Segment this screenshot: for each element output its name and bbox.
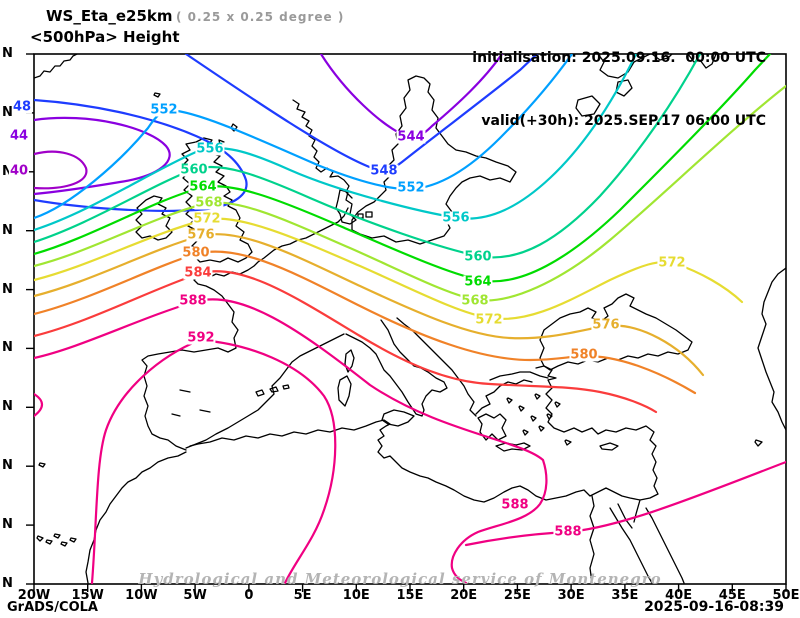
contour-label-552: 552	[396, 180, 426, 196]
contour-540	[34, 150, 88, 190]
contour-label-564: 564	[188, 179, 218, 195]
contour-label-564: 564	[463, 274, 493, 290]
lon-label-20W: 20W	[17, 588, 51, 603]
contour-label-44: 44	[8, 128, 30, 144]
lat-label-3: N	[2, 222, 13, 238]
lon-label-50E: 50E	[772, 588, 800, 603]
contour-556	[34, 54, 638, 232]
lon-label-15E: 15E	[396, 588, 424, 603]
contour-label-572: 572	[192, 211, 222, 227]
contour-label-592: 592	[186, 330, 216, 346]
contour-label-568: 568	[460, 293, 490, 309]
contour-label-40: 40	[8, 163, 30, 179]
contour-label-544: 544	[396, 129, 426, 145]
contour-label-552: 552	[149, 102, 179, 118]
contour-592-edge	[34, 392, 44, 418]
init-time: initialisation: 2025.09.16. 00:00 UTC	[472, 50, 766, 66]
lat-label-2: N	[2, 163, 13, 179]
contour-label-560: 560	[463, 249, 493, 265]
contour-label-588: 588	[500, 497, 530, 513]
watermark: Hydrological and Meteorological service …	[138, 570, 662, 588]
lon-label-10E: 10E	[342, 588, 370, 603]
contour-544-low	[34, 116, 171, 196]
lat-label-1: N	[2, 104, 13, 120]
contour-label-584: 584	[183, 265, 213, 281]
lat-label-8: N	[2, 516, 13, 532]
lon-label-35E: 35E	[611, 588, 639, 603]
coastlines	[34, 54, 786, 584]
contour-label-580: 580	[569, 347, 599, 363]
contour-label-572: 572	[474, 312, 504, 328]
contour-label-580: 580	[181, 245, 211, 261]
contour-label-556: 556	[441, 210, 471, 226]
lat-label-0: N	[2, 45, 13, 61]
contour-label-572: 572	[657, 255, 687, 271]
run-times: initialisation: 2025.09.16. 00:00 UTC va…	[472, 6, 766, 174]
contour-572	[34, 217, 744, 320]
lon-label-45E: 45E	[718, 588, 746, 603]
contour-label-556: 556	[195, 141, 225, 157]
lon-label-10W: 10W	[125, 588, 158, 603]
contour-label-560: 560	[179, 162, 209, 178]
contour-label-48: 48	[11, 99, 33, 115]
lon-label-15W: 15W	[71, 588, 104, 603]
contour-label-588: 588	[178, 293, 208, 309]
lat-label-4: N	[2, 281, 13, 297]
lon-label-5E: 5E	[293, 588, 312, 603]
contour-label-568: 568	[194, 195, 224, 211]
contour-584	[34, 270, 658, 414]
lat-label-6: N	[2, 399, 13, 415]
contour-label-548: 548	[369, 163, 399, 179]
contour-560	[34, 54, 702, 259]
lon-label-30E: 30E	[557, 588, 585, 603]
lon-label-5W: 5W	[183, 588, 207, 603]
grads-credit: GrADS/COLA	[7, 600, 98, 615]
contour-548-low	[34, 98, 248, 212]
lon-label-20E: 20E	[450, 588, 478, 603]
contour-588-east	[464, 460, 786, 547]
contour-552	[34, 54, 574, 220]
lat-label-5: N	[2, 340, 13, 356]
lat-label-7: N	[2, 457, 13, 473]
contour-564	[34, 54, 772, 283]
lon-label-40E: 40E	[665, 588, 693, 603]
model-title: WS_Eta_e25km	[46, 7, 173, 25]
contour-label-588: 588	[553, 524, 583, 540]
field-title: <500hPa> Height	[30, 28, 180, 46]
lon-label-25E: 25E	[503, 588, 531, 603]
contour-label-576: 576	[186, 227, 216, 243]
contour-588-main	[34, 298, 548, 584]
valid-time: valid(+30h): 2025.SEP.17 06:00 UTC	[481, 113, 766, 129]
contour-label-576: 576	[591, 317, 621, 333]
lon-label-0: 0	[244, 588, 254, 603]
lat-label-9: N	[2, 575, 13, 591]
creation-timestamp: 2025-09-16-08:39	[644, 599, 784, 615]
contour-592-ridge	[90, 338, 337, 584]
contour-568	[34, 84, 786, 302]
resolution-note: ( 0.25 x 0.25 degree )	[176, 10, 345, 24]
